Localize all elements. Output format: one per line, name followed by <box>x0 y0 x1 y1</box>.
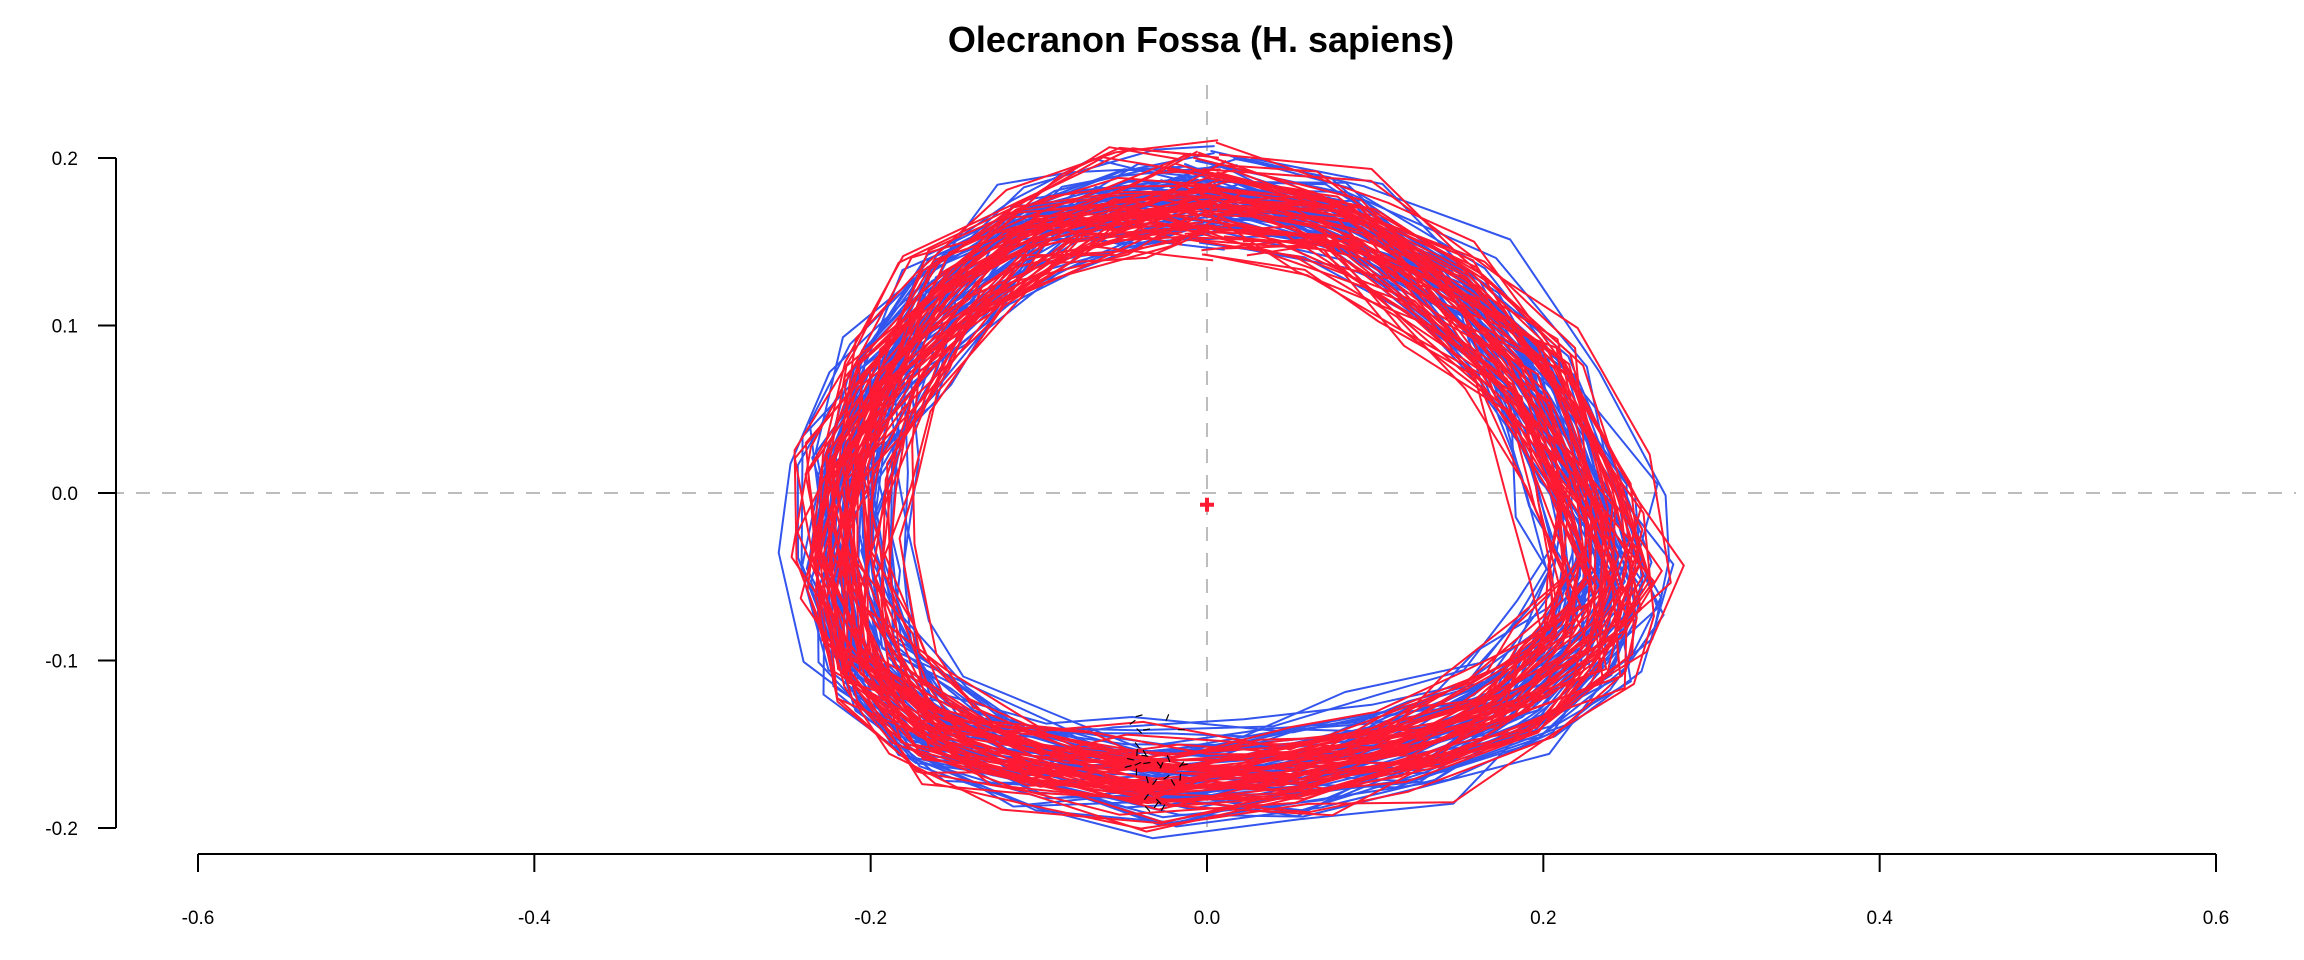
landmark-arrow <box>1143 793 1149 801</box>
chart-title: Olecranon Fossa (H. sapiens) <box>948 19 1454 60</box>
landmark-arrow <box>1180 763 1188 766</box>
series-1-outline-47 <box>898 224 1593 771</box>
landmark-arrow <box>1152 778 1158 786</box>
series-1-outline-44 <box>827 232 1582 797</box>
landmark-arrow <box>1134 742 1140 749</box>
x-tick-label: -0.2 <box>854 908 887 929</box>
outline-series <box>777 139 1685 840</box>
x-tick-label: 0.6 <box>2203 908 2229 929</box>
series-1-outline-59 <box>813 180 1655 830</box>
landmark-arrow <box>1156 761 1162 768</box>
landmark-arrow <box>1145 776 1149 784</box>
series-1-outline-41 <box>858 212 1587 761</box>
landmark-arrow <box>1170 779 1176 786</box>
landmark-arrow <box>1134 761 1142 766</box>
landmark-arrow <box>1165 713 1170 721</box>
series-1-outline-48 <box>859 191 1655 817</box>
landmark-arrow <box>1129 719 1136 725</box>
landmark-arrow <box>1141 754 1149 757</box>
y-tick-label: 0.0 <box>52 484 78 505</box>
series-1-outline-11 <box>828 205 1603 782</box>
centroid-group <box>1200 497 1214 512</box>
y-tick-label: -0.2 <box>45 819 78 840</box>
reference-lines <box>110 85 2296 830</box>
series-1-outline-50 <box>825 176 1643 808</box>
landmark-arrow <box>1144 805 1151 812</box>
landmark-arrow <box>1124 764 1132 769</box>
landmark-arrow <box>1178 761 1185 768</box>
landmark-arrow <box>1142 749 1148 757</box>
landmark-arrow <box>1159 761 1164 769</box>
x-tick-label: -0.4 <box>518 908 551 929</box>
landmark-arrow <box>1155 798 1162 805</box>
y-tick-label: 0.1 <box>52 317 78 338</box>
y-tick-label: 0.2 <box>52 149 78 170</box>
landmark-arrow <box>1143 761 1151 765</box>
x-tick-label: -0.6 <box>182 908 215 929</box>
series-1-outline-58 <box>852 225 1565 770</box>
x-tick-label: 0.0 <box>1194 908 1220 929</box>
x-tick-label: 0.4 <box>1866 908 1893 929</box>
landmark-arrow <box>1160 804 1166 811</box>
landmark-arrow <box>1163 774 1170 780</box>
landmark-arrow <box>1166 755 1171 763</box>
landmark-arrows <box>1124 713 1188 812</box>
series-1-outline-57 <box>844 159 1639 792</box>
landmark-arrow <box>1179 773 1182 781</box>
y-tick-label: -0.1 <box>45 652 78 673</box>
series-1-outline-55 <box>799 184 1644 833</box>
x-tick-label: 0.2 <box>1530 908 1556 929</box>
landmark-arrow <box>1126 757 1135 761</box>
landmark-arrow <box>1143 728 1151 731</box>
series-group-1 <box>790 139 1685 833</box>
series-1-outline-23 <box>826 190 1605 801</box>
landmark-arrow <box>1153 801 1159 809</box>
landmark-arrow <box>1136 728 1143 734</box>
landmark-arrow <box>1135 714 1143 718</box>
y-axis: -0.2 -0.1 0.0 0.1 0.2 <box>45 149 117 840</box>
x-axis: -0.6 -0.4 -0.2 0.0 0.2 0.4 0.6 <box>182 853 2229 929</box>
series-1-outline-49 <box>822 168 1628 787</box>
